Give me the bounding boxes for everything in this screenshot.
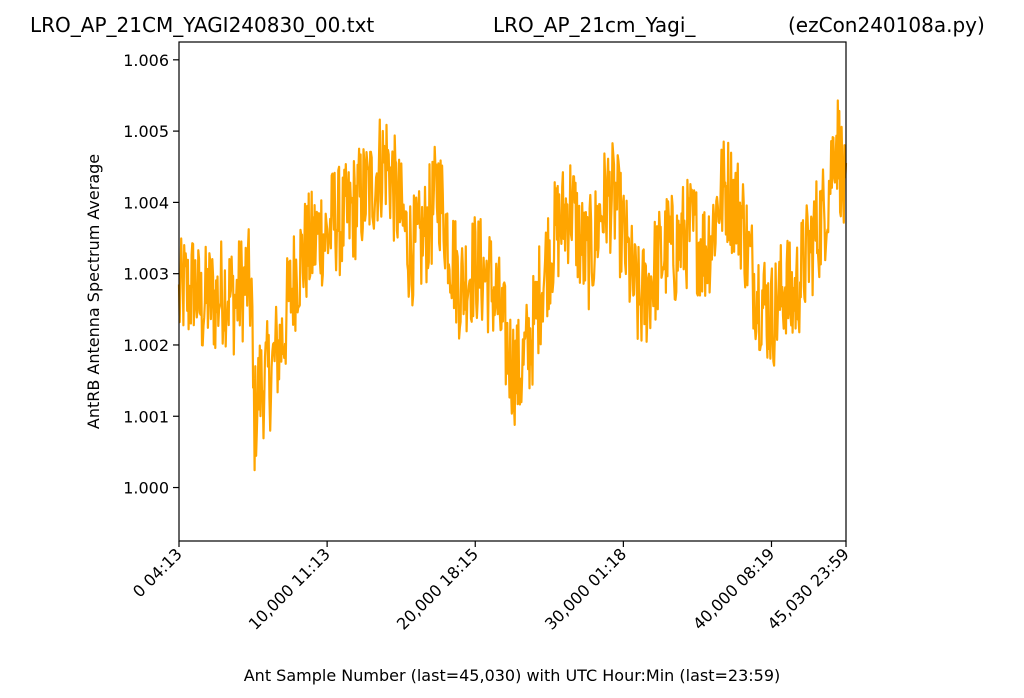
plot-frame bbox=[178, 41, 847, 542]
chart-title-center: LRO_AP_21cm_Yagi_ bbox=[493, 13, 696, 37]
x-axis-label: Ant Sample Number (last=45,030) with UTC… bbox=[244, 666, 781, 685]
y-tick-label: 1.001 bbox=[123, 407, 169, 426]
y-tick-label: 1.000 bbox=[123, 479, 169, 498]
x-axis-ticks: 0 04:13 10,000 11:13 20,000 18:15 30,000 01… bbox=[129, 541, 853, 634]
y-axis-ticks: 1.000 1.001 1.002 1.003 1.004 1.005 1.006 bbox=[123, 51, 179, 498]
y-tick-label: 1.006 bbox=[123, 51, 169, 70]
y-tick-label: 1.005 bbox=[123, 122, 169, 141]
x-tick-label: 20,000 18:15 bbox=[393, 544, 482, 633]
series-line bbox=[177, 99, 848, 472]
y-tick-label: 1.004 bbox=[123, 193, 169, 212]
x-tick-label: 10,000 11:13 bbox=[245, 544, 334, 633]
y-tick-label: 1.003 bbox=[123, 265, 169, 284]
x-tick-label: 0 04:13 bbox=[129, 544, 186, 601]
y-axis-label: AntRB Antenna Spectrum Average bbox=[84, 154, 103, 429]
chart-title-right: (ezCon240108a.py) bbox=[788, 13, 985, 37]
x-tick-label: 30,000 01:18 bbox=[541, 544, 630, 633]
chart-title-left: LRO_AP_21CM_YAGI240830_00.txt bbox=[30, 13, 374, 37]
y-tick-label: 1.002 bbox=[123, 336, 169, 355]
plot-area bbox=[177, 99, 848, 472]
